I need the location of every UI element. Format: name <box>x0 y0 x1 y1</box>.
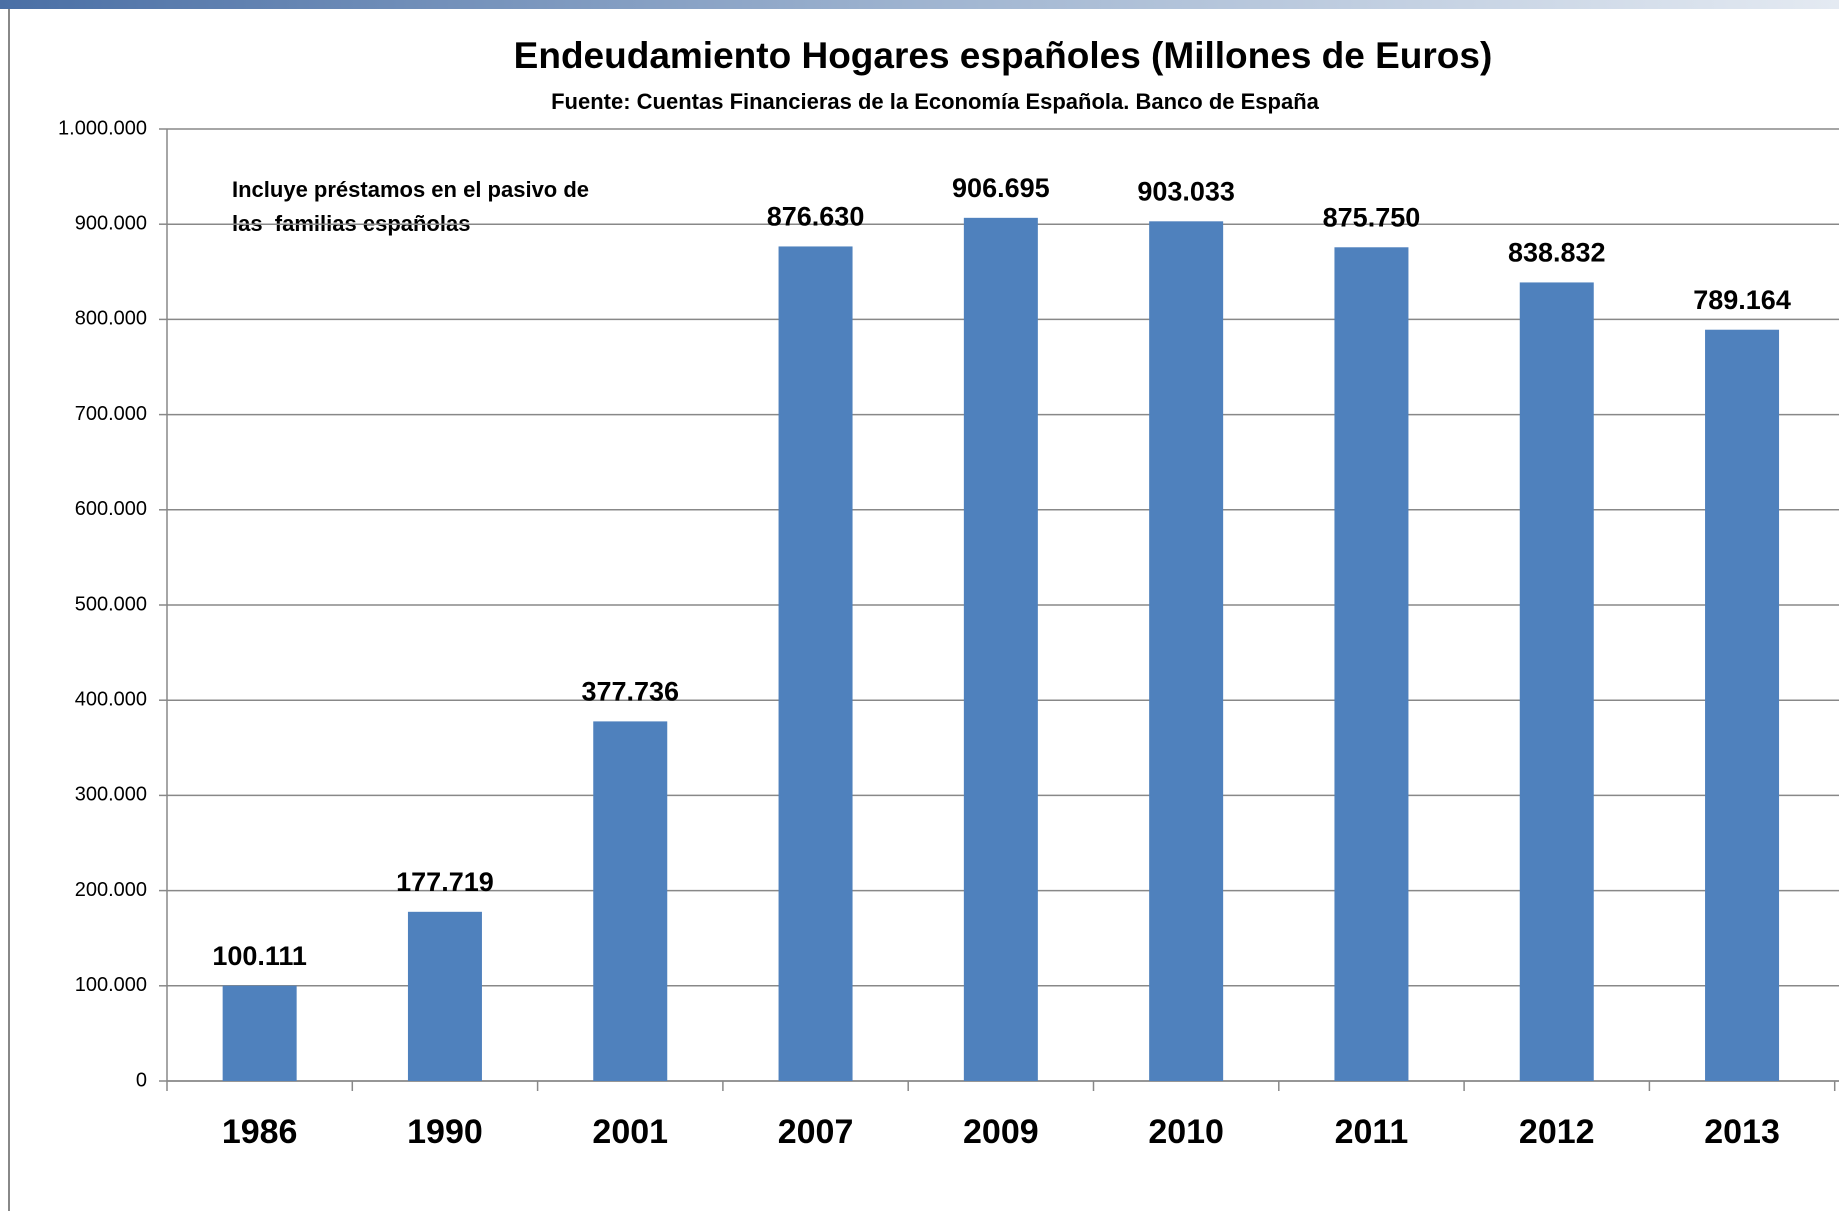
value-label: 906.695 <box>952 173 1050 203</box>
bar <box>593 721 668 1081</box>
annotation: las familias españolas <box>232 211 470 236</box>
bar <box>407 911 482 1081</box>
y-tick-label: 100.000 <box>75 974 147 996</box>
top-band <box>0 0 1839 9</box>
bar <box>1705 329 1780 1081</box>
x-tick-label: 1990 <box>407 1113 483 1151</box>
value-label: 789.164 <box>1693 285 1791 315</box>
value-label: 876.630 <box>767 202 865 232</box>
x-tick-label: 2009 <box>963 1113 1039 1151</box>
bar <box>1334 247 1409 1081</box>
value-label: 177.719 <box>396 867 494 897</box>
y-tick-label: 600.000 <box>75 498 147 520</box>
value-label: 100.111 <box>212 941 307 971</box>
y-tick-label: 400.000 <box>75 688 147 710</box>
value-label: 903.033 <box>1137 176 1235 206</box>
y-tick-label: 900.000 <box>75 212 147 234</box>
x-tick-label: 2001 <box>592 1113 668 1151</box>
value-label: 377.736 <box>581 677 679 707</box>
x-tick-label: 2011 <box>1335 1113 1409 1151</box>
value-label: 838.832 <box>1508 238 1606 268</box>
y-tick-label: 700.000 <box>75 403 147 425</box>
x-tick-label: 2013 <box>1704 1113 1780 1151</box>
y-tick-label: 1.000.000 <box>58 117 147 139</box>
y-tick-label: 800.000 <box>75 308 147 330</box>
bar <box>778 246 853 1081</box>
bar <box>1519 282 1594 1081</box>
bar <box>222 985 297 1081</box>
y-tick-label: 200.000 <box>75 879 147 901</box>
y-tick-label: 0 <box>136 1069 147 1091</box>
chart-subtitle: Fuente: Cuentas Financieras de la Econom… <box>551 89 1320 114</box>
bar <box>963 217 1038 1081</box>
y-tick-label: 500.000 <box>75 593 147 615</box>
x-tick-label: 1986 <box>222 1113 298 1151</box>
x-tick-label: 2007 <box>778 1113 854 1151</box>
x-tick-label: 2012 <box>1519 1113 1595 1151</box>
x-tick-label: 2010 <box>1148 1113 1224 1151</box>
chart-title: Endeudamiento Hogares españoles (Millone… <box>514 35 1493 76</box>
bar <box>1149 221 1224 1081</box>
annotation: Incluye préstamos en el pasivo de <box>232 177 589 202</box>
value-label: 875.750 <box>1323 202 1421 232</box>
y-tick-label: 300.000 <box>75 784 147 806</box>
